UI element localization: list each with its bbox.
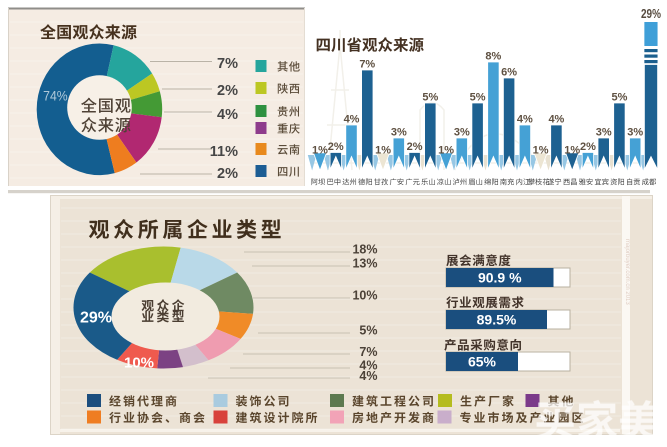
svg-text:majorbuyer.com.cn 2013: majorbuyer.com.cn 2013 — [624, 239, 630, 305]
svg-text:13%: 13% — [352, 257, 377, 271]
svg-text:1%: 1% — [312, 145, 328, 157]
svg-text:2%: 2% — [580, 141, 596, 153]
svg-text:4%: 4% — [517, 114, 533, 126]
svg-text:29%: 29% — [80, 310, 112, 327]
svg-text:10%: 10% — [352, 289, 377, 303]
svg-text:89.5%: 89.5% — [477, 312, 517, 328]
svg-text:1%: 1% — [375, 145, 391, 157]
svg-text:3%: 3% — [454, 127, 470, 139]
svg-text:90.9 %: 90.9 % — [478, 270, 522, 286]
svg-text:10%: 10% — [124, 355, 154, 372]
svg-text:4%: 4% — [344, 114, 360, 126]
svg-text:2%: 2% — [217, 166, 238, 182]
svg-text:65%: 65% — [468, 354, 497, 370]
svg-text:1%: 1% — [533, 145, 549, 157]
svg-text:1%: 1% — [564, 145, 580, 157]
svg-text:5%: 5% — [611, 92, 627, 104]
svg-text:5%: 5% — [422, 92, 438, 104]
svg-text:7%: 7% — [359, 59, 375, 71]
svg-text:74%: 74% — [43, 88, 68, 104]
svg-text:4%: 4% — [359, 359, 377, 373]
svg-text:7%: 7% — [359, 345, 377, 359]
svg-text:4%: 4% — [548, 114, 564, 126]
svg-text:6%: 6% — [501, 67, 517, 79]
svg-text:4%: 4% — [359, 369, 377, 383]
svg-text:1%: 1% — [438, 145, 454, 157]
svg-text:2%: 2% — [407, 141, 423, 153]
svg-text:4%: 4% — [217, 107, 238, 123]
svg-text:18%: 18% — [352, 243, 377, 257]
svg-text:2%: 2% — [328, 141, 344, 153]
svg-text:3%: 3% — [391, 127, 407, 139]
svg-text:8%: 8% — [485, 51, 501, 63]
svg-text:2%: 2% — [217, 83, 238, 99]
svg-text:M A J O R B U Y E R: M A J O R B U Y E R — [552, 435, 648, 442]
svg-text:5%: 5% — [359, 324, 377, 338]
svg-text:3%: 3% — [627, 127, 643, 139]
svg-text:29%: 29% — [641, 6, 661, 21]
svg-text:5%: 5% — [470, 92, 486, 104]
svg-text:7%: 7% — [217, 56, 238, 72]
svg-text:11%: 11% — [210, 144, 238, 160]
svg-text:3%: 3% — [596, 127, 612, 139]
